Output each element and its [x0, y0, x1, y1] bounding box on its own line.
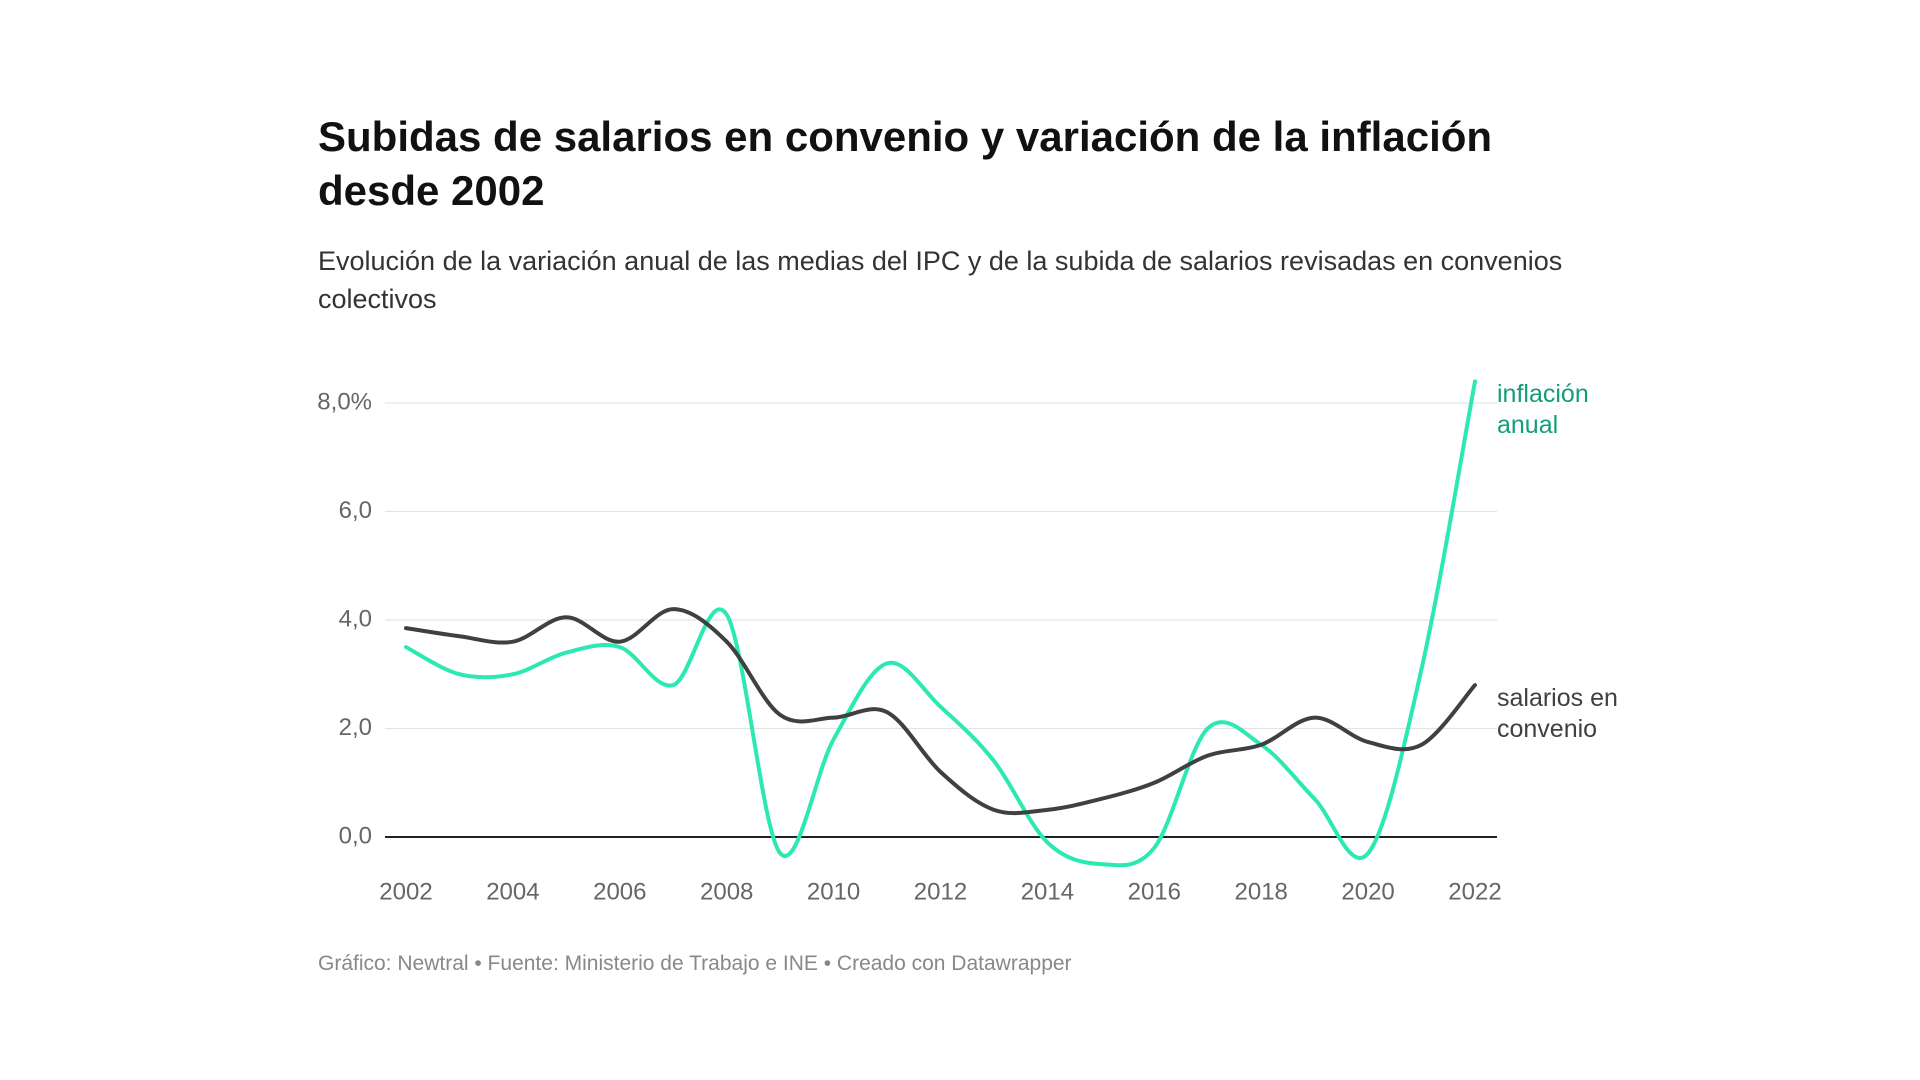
x-tick-label: 2016 — [1128, 878, 1181, 905]
y-tick-label: 8,0% — [317, 388, 372, 415]
x-tick-label: 2006 — [593, 878, 646, 905]
source-note: Gráfico: Newtral • Fuente: Ministerio de… — [318, 952, 1072, 975]
x-tick-label: 2012 — [914, 878, 967, 905]
y-tick-label: 6,0 — [339, 497, 372, 524]
x-tick-label: 2010 — [807, 878, 860, 905]
y-tick-label: 2,0 — [339, 714, 372, 741]
series-line — [404, 607, 1477, 816]
x-tick-label: 2004 — [486, 878, 539, 905]
x-tick-label: 2008 — [700, 878, 753, 905]
chart-title: Subidas de salarios en convenio y variac… — [318, 113, 1493, 214]
series-label: salarios en convenio — [1497, 684, 1618, 744]
x-tick-label: 2020 — [1341, 878, 1394, 905]
y-tick-label: 4,0 — [339, 605, 372, 632]
x-tick-label: 2002 — [379, 878, 432, 905]
x-tick-label: 2018 — [1235, 878, 1288, 905]
x-tick-label: 2014 — [1021, 878, 1074, 905]
series-label: inflación anual — [1497, 380, 1589, 440]
series-line — [404, 379, 1477, 868]
chart-subtitle: Evolución de la variación anual de las m… — [318, 246, 1563, 314]
x-tick-label: 2022 — [1448, 878, 1501, 905]
y-tick-label: 0,0 — [339, 822, 372, 849]
